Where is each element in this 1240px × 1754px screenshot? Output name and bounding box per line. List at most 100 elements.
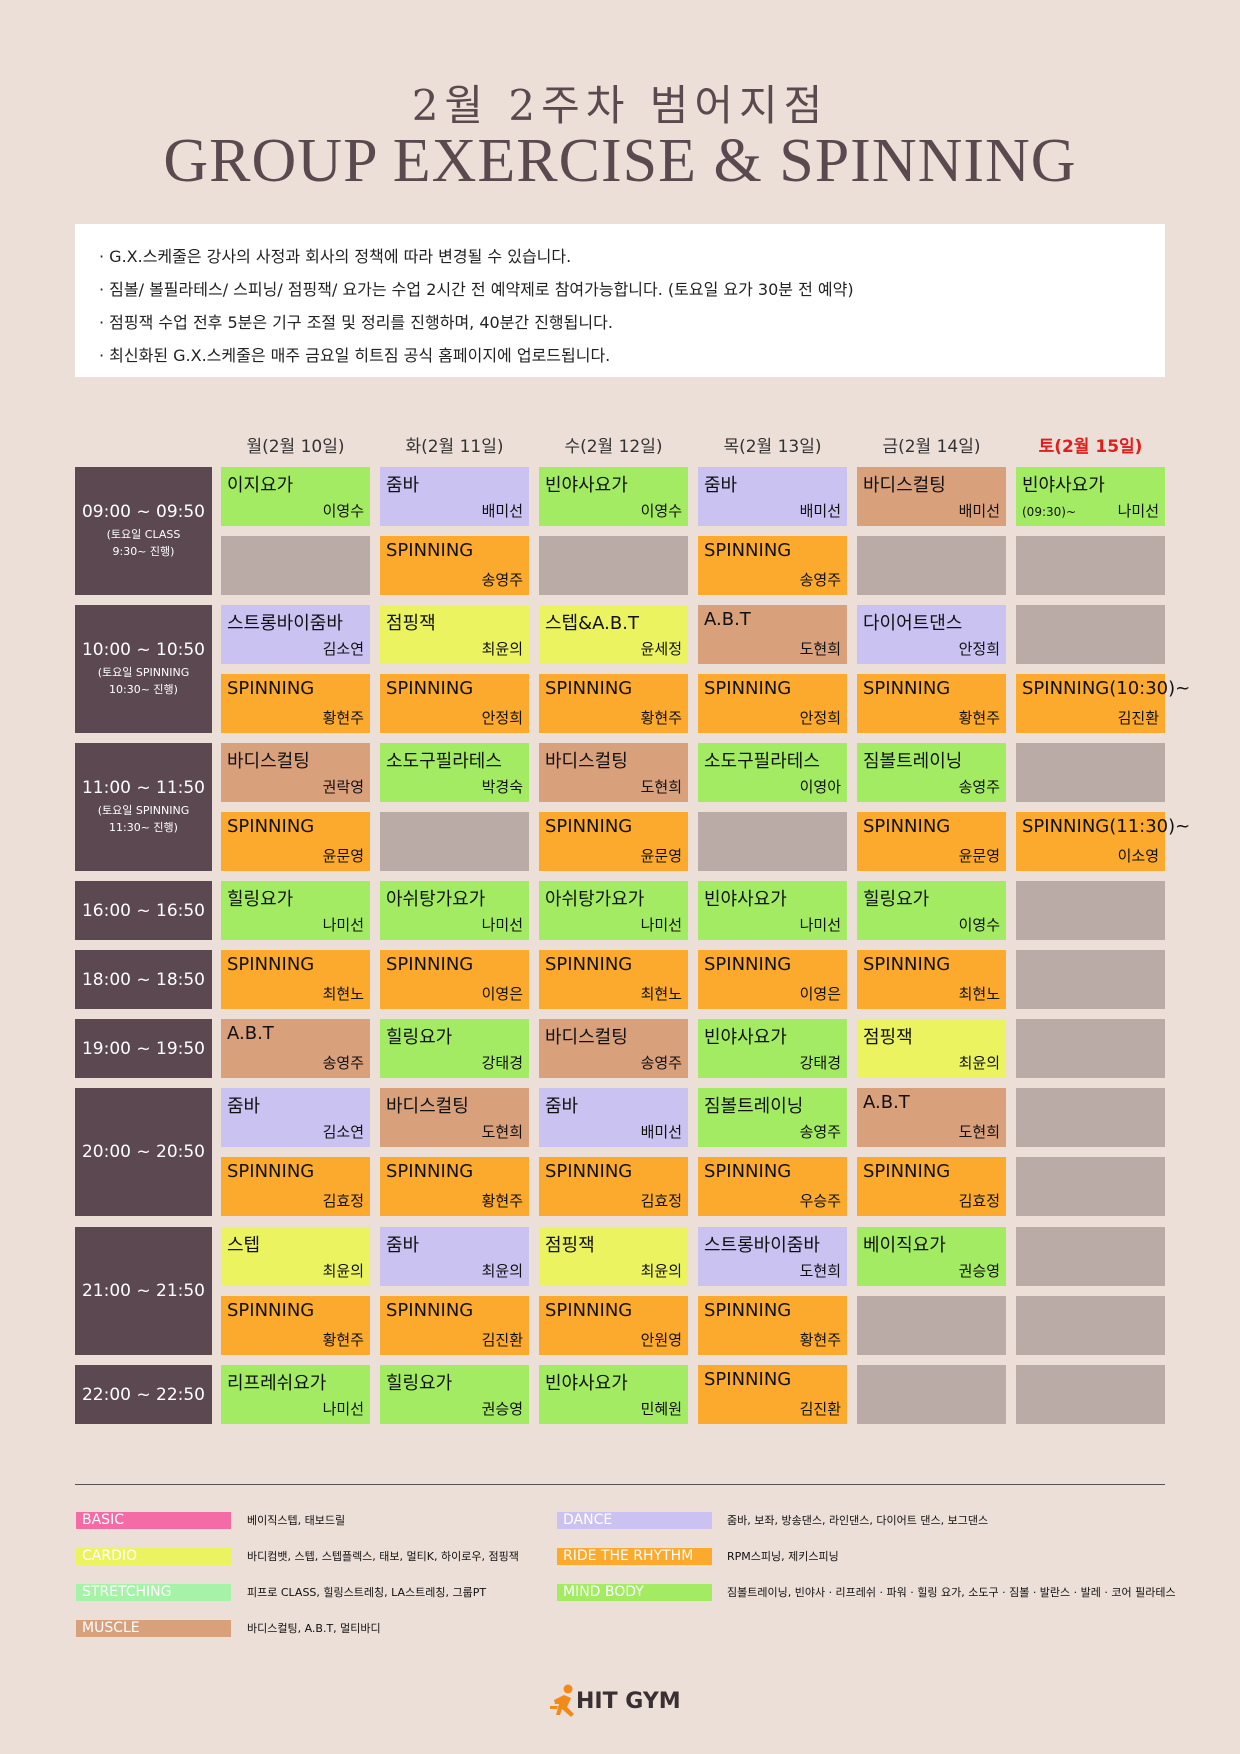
class-name: 짐볼트레이닝 — [704, 1096, 804, 1117]
class-cell: 짐볼트레이닝 송영주 — [857, 743, 1006, 802]
instructor-name: 나미선 — [1117, 502, 1159, 520]
instructor-name: 나미선 — [322, 1400, 364, 1418]
empty-slot — [1016, 605, 1165, 664]
class-name: 스텝 — [227, 1235, 261, 1256]
instructor-name: 이영은 — [799, 985, 841, 1003]
time-slot-label: 22:00 ~ 22:50 — [75, 1365, 212, 1424]
class-cell: SPINNING 황현주 — [539, 674, 688, 733]
instructor-name: 권승영 — [481, 1400, 523, 1418]
instructor-name: 황현주 — [799, 1331, 841, 1349]
time-range: 22:00 ~ 22:50 — [81, 1384, 206, 1405]
class-cell: SPINNING 황현주 — [221, 674, 370, 733]
class-name: 줌바 — [386, 475, 420, 496]
class-name: 빈야사요가 — [704, 1027, 787, 1048]
instructor-name: 이소영 — [1117, 847, 1159, 865]
class-cell: SPINNING 윤문영 — [221, 812, 370, 871]
class-cell: SPINNING 김효정 — [221, 1157, 370, 1216]
class-name: 힐링요가 — [863, 889, 930, 910]
class-name: SPINNING — [386, 540, 474, 561]
class-name: SPINNING — [227, 1161, 315, 1182]
class-name: SPINNING — [863, 816, 951, 837]
class-cell: SPINNING 김진환 — [380, 1296, 529, 1355]
class-name: 빈야사요가 — [545, 475, 628, 496]
instructor-name: 최현노 — [640, 985, 682, 1003]
class-cell: 바디스컬팅 송영주 — [539, 1019, 688, 1078]
class-cell: 스텝 최윤의 — [221, 1227, 370, 1286]
instructor-name: 황현주 — [640, 709, 682, 727]
class-name: SPINNING — [704, 1300, 792, 1321]
instructor-name: 나미선 — [322, 916, 364, 934]
empty-slot — [1016, 1365, 1165, 1424]
class-name: 줌바 — [704, 475, 738, 496]
time-slot-label: 21:00 ~ 21:50 — [75, 1227, 212, 1355]
class-name: 빈야사요가 — [704, 889, 787, 910]
legend-description: 줌바, 보좌, 방송댄스, 라인댄스, 다이어트 댄스, 보그댄스 — [727, 1514, 989, 1527]
instructor-name: 이영아 — [799, 778, 841, 796]
class-cell: SPINNING 황현주 — [857, 674, 1006, 733]
class-name: 소도구필라테스 — [704, 751, 820, 772]
class-cell: 빈야사요가 강태경 — [698, 1019, 847, 1078]
time-slot-label: 20:00 ~ 20:50 — [75, 1088, 212, 1216]
notice-box: · G.X.스케줄은 강사의 사정과 회사의 정책에 따라 변경될 수 있습니다… — [75, 224, 1165, 377]
class-cell: SPINNING 윤문영 — [857, 812, 1006, 871]
instructor-name: 송영주 — [799, 571, 841, 589]
instructor-name: 황현주 — [958, 709, 1000, 727]
instructor-name: 나미선 — [481, 916, 523, 934]
class-name: SPINNING — [704, 678, 792, 699]
empty-slot — [1016, 950, 1165, 1009]
empty-slot — [857, 536, 1006, 595]
legend-category-dance: DANCE — [557, 1512, 712, 1529]
class-cell: 힐링요가 나미선 — [221, 881, 370, 940]
legend-description: 짐볼트레이닝, 빈야사 · 리프레쉬 · 파워 · 힐링 요가, 소도구 · 짐… — [727, 1586, 1176, 1599]
class-cell: 점핑잭 최윤의 — [380, 605, 529, 664]
time-slot-label: 11:00 ~ 11:50 (토요일 SPINNING 11:30~ 진행) — [75, 743, 212, 871]
legend-description: 베이직스텝, 태보드릴 — [247, 1514, 346, 1527]
class-cell: SPINNING 황현주 — [380, 1157, 529, 1216]
time-slot-label: 18:00 ~ 18:50 — [75, 950, 212, 1009]
instructor-name: 안정희 — [481, 709, 523, 727]
class-name: 줌바 — [545, 1096, 579, 1117]
class-cell: SPINNING 이영은 — [380, 950, 529, 1009]
class-name: A.B.T — [704, 609, 751, 630]
class-name: SPINNING — [863, 954, 951, 975]
legend-category-cardio: CARDIO — [76, 1548, 231, 1565]
empty-slot — [1016, 1157, 1165, 1216]
class-cell: 점핑잭 최윤의 — [539, 1227, 688, 1286]
logo-text: HIT GYM — [576, 1689, 681, 1714]
legend-category-muscle: MUSCLE — [76, 1620, 231, 1637]
class-cell: 아쉬탕가요가 나미선 — [380, 881, 529, 940]
class-name: SPINNING — [704, 1369, 792, 1390]
class-name: 바디스컬팅 — [386, 1096, 469, 1117]
class-name: 바디스컬팅 — [545, 751, 628, 772]
class-cell: 바디스컬팅 배미선 — [857, 467, 1006, 526]
empty-slot — [1016, 1227, 1165, 1286]
class-name: 바디스컬팅 — [545, 1027, 628, 1048]
empty-slot — [1016, 1019, 1165, 1078]
day-header: 금(2월 14일) — [882, 437, 981, 457]
instructor-name: 김효정 — [640, 1192, 682, 1210]
empty-slot — [1016, 743, 1165, 802]
instructor-name: 윤문영 — [640, 847, 682, 865]
class-name: A.B.T — [863, 1092, 910, 1113]
instructor-name: 김진환 — [481, 1331, 523, 1349]
instructor-name: 나미선 — [640, 916, 682, 934]
time-slot-label: 09:00 ~ 09:50 (토요일 CLASS 9:30~ 진행) — [75, 467, 212, 595]
class-name: SPINNING — [863, 678, 951, 699]
time-note: (토요일 SPINNING 10:30~ 진행) — [97, 666, 190, 696]
empty-slot — [1016, 1088, 1165, 1147]
class-cell: SPINNING 윤문영 — [539, 812, 688, 871]
instructor-name: 이영수 — [958, 916, 1000, 934]
class-cell: 줌바 최윤의 — [380, 1227, 529, 1286]
legend-category-basic: BASIC — [76, 1512, 231, 1529]
time-range: 21:00 ~ 21:50 — [81, 1281, 206, 1301]
class-name: 다이어트댄스 — [863, 613, 963, 634]
class-cell: 리프레쉬요가 나미선 — [221, 1365, 370, 1424]
instructor-name: 이영수 — [640, 502, 682, 520]
empty-slot — [1016, 881, 1165, 940]
class-cell: 스텝&A.B.T 윤세정 — [539, 605, 688, 664]
instructor-name: 도현희 — [799, 640, 841, 658]
empty-slot — [380, 812, 529, 871]
class-name: 빈야사요가 — [1022, 475, 1105, 496]
instructor-name: 최현노 — [322, 985, 364, 1003]
instructor-name: 김효정 — [322, 1192, 364, 1210]
